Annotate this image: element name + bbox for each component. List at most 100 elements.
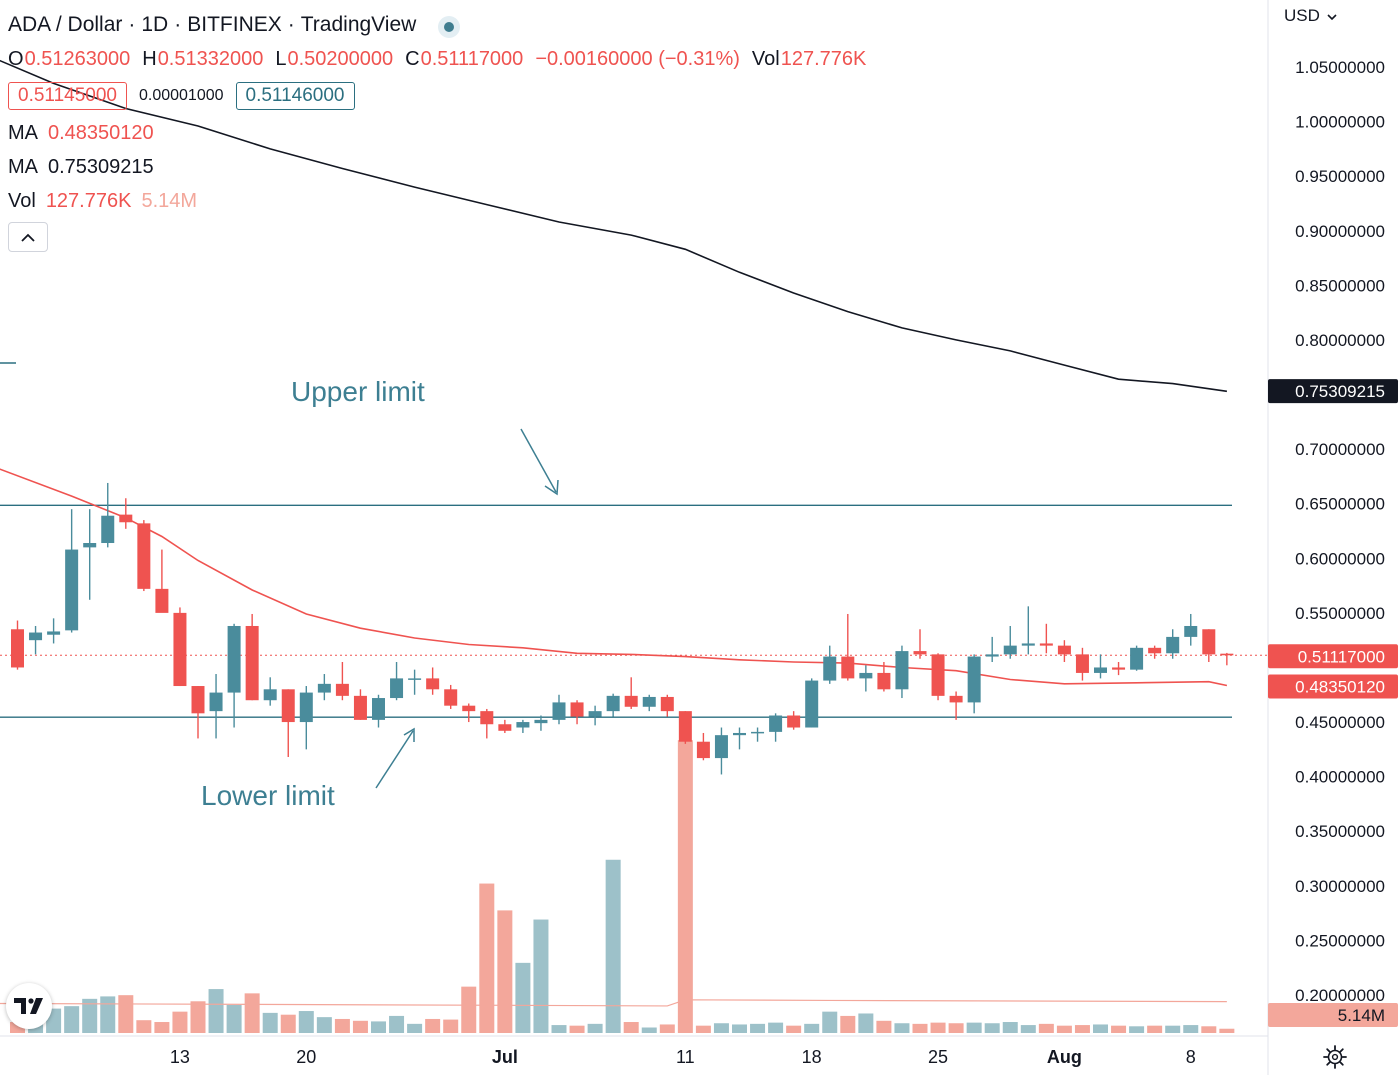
candle [1075, 647, 1089, 681]
candle-body [841, 656, 855, 679]
symbol-title-row: ADA / Dollar · 1D · BITFINEX · TradingVi… [8, 8, 878, 42]
candle-body [714, 735, 728, 759]
candle-body [1220, 653, 1234, 656]
candle [660, 694, 674, 717]
volume-bar [10, 1022, 25, 1033]
volume-ma-label: 5.14M [1338, 1006, 1385, 1025]
lower-arrow-head [403, 727, 415, 742]
candle-body [1166, 636, 1180, 654]
candle [444, 684, 458, 709]
volume-bar [1219, 1028, 1235, 1033]
candle [408, 669, 422, 695]
candle-body [299, 692, 313, 723]
candle [83, 509, 97, 600]
candle [1039, 623, 1053, 654]
candle [209, 674, 223, 739]
candle [823, 645, 837, 684]
volume-bar [226, 1004, 242, 1033]
volume-bar [461, 986, 477, 1033]
time-tick-label: Aug [1047, 1047, 1082, 1067]
candle-body [516, 722, 530, 728]
candle [173, 607, 187, 687]
ma-fast-value: 0.48350120 [48, 121, 154, 144]
currency-label: USD [1284, 6, 1320, 25]
candle [227, 623, 241, 728]
ma-fast-price-label-bg [1268, 674, 1398, 699]
lower-arrow-shaft [375, 730, 414, 789]
exchange: BITFINEX [187, 13, 282, 36]
price-axis-labels: 0.75309215 0.51117000 0.48350120 5.14M [1268, 379, 1398, 1027]
candle-body [353, 695, 367, 720]
volume-bar [605, 859, 621, 1033]
volume-bar [786, 1025, 802, 1033]
candle-body [462, 705, 476, 712]
candle [480, 708, 494, 739]
volume-ma-label-bg [1268, 1003, 1398, 1027]
candle [317, 674, 331, 701]
candle-body [696, 741, 710, 759]
spread-value: 0.00001000 [138, 87, 224, 104]
price-tick-label: 0.35000000 [1295, 822, 1385, 841]
currency-selector[interactable]: USD [1284, 6, 1337, 26]
sell-price-button[interactable]: 0.51145000 [8, 82, 127, 110]
collapse-legend-button[interactable] [8, 222, 48, 252]
price-tick-label: 0.90000000 [1295, 222, 1385, 241]
candle-body [642, 696, 656, 707]
candle-body [1003, 645, 1017, 655]
ma-slow-legend[interactable]: MA 0.75309215 [8, 150, 878, 184]
candle [841, 613, 855, 681]
separator: · [287, 13, 295, 36]
candle [985, 636, 999, 663]
volume-bar [118, 995, 134, 1033]
candle [642, 694, 656, 712]
candle [11, 620, 24, 670]
candle [805, 678, 819, 728]
volume-bar [641, 1027, 657, 1033]
candle-body [1057, 645, 1071, 655]
volume-bar [1147, 1025, 1163, 1033]
buy-price-button[interactable]: 0.51146000 [235, 82, 355, 110]
low-value: 0.50200000 [287, 47, 394, 70]
volume-bar [136, 1020, 152, 1033]
volume-ma [0, 999, 1227, 1007]
volume-bar [1165, 1025, 1181, 1033]
volume-bar [894, 1023, 910, 1033]
volume-legend[interactable]: Vol 127.776K 5.14M [8, 184, 878, 218]
interval[interactable]: 1D [141, 13, 169, 36]
candle [678, 711, 692, 744]
volume-bar [768, 1022, 784, 1033]
candle [281, 689, 295, 757]
symbol-name[interactable]: ADA / Dollar [8, 13, 123, 36]
candle [787, 711, 801, 730]
volume-ma-line [0, 999, 1227, 1007]
volume-bar [930, 1022, 946, 1033]
candle-body [931, 654, 945, 696]
candle [931, 653, 945, 701]
ohlc-row: O 0.51263000 H 0.51332000 L 0.50200000 C 0.5… [8, 42, 878, 76]
volume-bar [966, 1022, 982, 1033]
volume-bar [1020, 1025, 1036, 1033]
separator: · [128, 13, 136, 36]
volume-bar [858, 1013, 874, 1033]
vol-label: Vol [751, 47, 780, 70]
candle [1003, 625, 1017, 659]
candle [570, 700, 584, 725]
gear-icon[interactable] [1322, 1044, 1348, 1070]
ma-fast-legend[interactable]: MA 0.48350120 [8, 116, 878, 150]
candle [155, 549, 169, 613]
time-axis-ticks: 13 20 Jul 11 18 25 Aug 8 [170, 1047, 1196, 1067]
candle-body [263, 689, 277, 701]
annotation-arrows [375, 428, 559, 789]
vol-value: 127.776K [780, 47, 867, 70]
price-tick-label: 0.60000000 [1295, 549, 1385, 568]
price-tick-label: 0.20000000 [1295, 986, 1385, 1005]
candle [516, 719, 530, 733]
candle [353, 689, 367, 720]
candle [119, 498, 133, 529]
high-label: H [142, 47, 157, 70]
tradingview-logo-icon[interactable] [6, 983, 52, 1029]
price-tick-label: 1.05000000 [1295, 58, 1385, 77]
time-tick-label: Jul [492, 1047, 518, 1067]
chevron-down-icon [1327, 14, 1337, 21]
